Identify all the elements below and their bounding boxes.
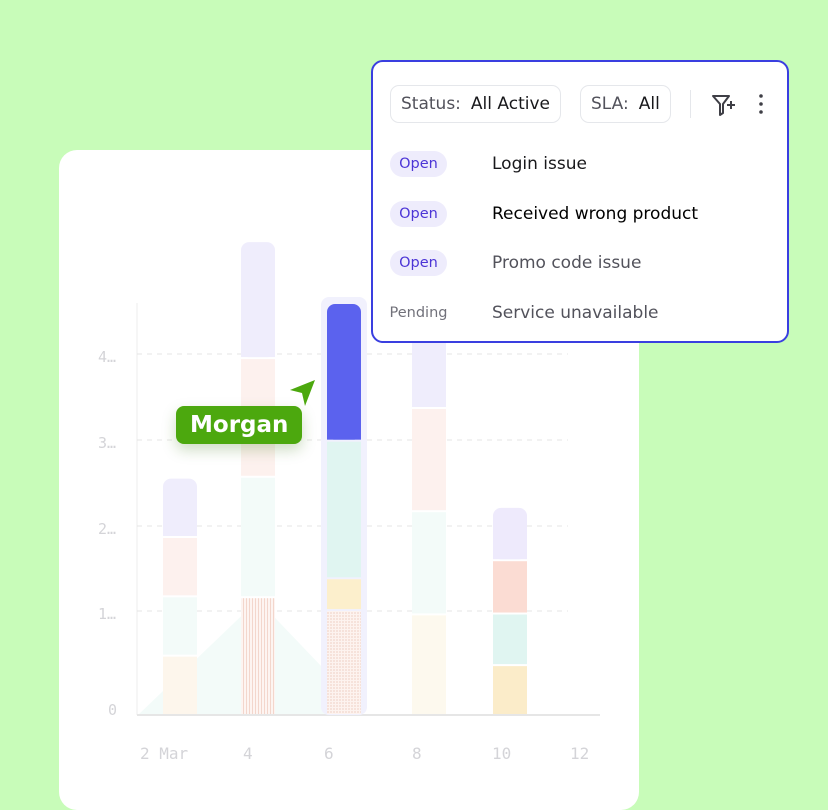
filter-plus-icon[interactable] [711, 92, 737, 118]
x-tick-label: 10 [492, 744, 511, 763]
x-tick-label: 6 [324, 744, 334, 763]
bar-segment [327, 611, 361, 714]
bar-segment-fill [163, 488, 197, 536]
more-vertical-icon[interactable] [755, 92, 767, 116]
y-tick-label: 1… [98, 605, 116, 623]
bar-segment [163, 597, 197, 655]
bar-segment [163, 656, 197, 714]
sla-filter-label: SLA: [591, 94, 629, 114]
bar-segment [493, 561, 527, 613]
ticket-row[interactable]: Pending Service unavailable [389, 299, 659, 327]
bar-segment-fill [493, 517, 527, 560]
sla-filter[interactable]: SLA: All [580, 85, 671, 123]
bar-segment [327, 441, 361, 578]
filter-panel: Status: All Active SLA: All Open Login is… [371, 60, 789, 343]
bar-segment [493, 614, 527, 665]
ticket-title: Received wrong product [492, 204, 699, 224]
ticket-row[interactable]: Open Received wrong product [390, 200, 698, 228]
bar-segment-fill [327, 314, 361, 440]
ticket-title: Service unavailable [492, 303, 659, 323]
ticket-title: Promo code issue [492, 253, 642, 273]
bar-segment [327, 579, 361, 610]
status-filter[interactable]: Status: All Active [390, 85, 561, 123]
bar-segment [493, 666, 527, 714]
y-tick-label: 2… [98, 520, 116, 538]
bar-segment [241, 477, 275, 597]
bar-segment-fill [241, 252, 275, 358]
ticket-row[interactable]: Open Promo code issue [390, 249, 641, 277]
sla-filter-value: All [638, 94, 660, 114]
status-badge: Open [390, 151, 447, 177]
user-tooltip: Morgan [176, 406, 303, 444]
y-tick-label: 4… [98, 348, 116, 366]
status-badge: Pending [389, 305, 448, 321]
status-badge: Open [390, 201, 447, 227]
bar-8[interactable] [412, 327, 446, 714]
bar-segment [412, 512, 446, 614]
cursor-arrow-icon [290, 380, 315, 406]
bar-segment [412, 615, 446, 714]
stacked-bar-chart: 0 1… 2… 3… 4… 2 Mar 4 6 8 10 12 [98, 242, 600, 763]
x-tick-label: 8 [412, 744, 422, 763]
divider [690, 90, 691, 118]
bar-segment [163, 537, 197, 596]
y-tick-label: 3… [98, 434, 116, 452]
bar-10[interactable] [493, 507, 527, 714]
y-tick-label: 0 [108, 701, 117, 719]
bar-4[interactable] [241, 242, 275, 714]
bar-2-mar[interactable] [163, 478, 197, 714]
bar-segment-fill [412, 337, 446, 407]
status-filter-value: All Active [470, 94, 550, 114]
ticket-row[interactable]: Open Login issue [390, 150, 587, 178]
ticket-title: Login issue [492, 154, 587, 174]
status-filter-label: Status: [401, 94, 461, 114]
bar-segment [412, 408, 446, 511]
bar-segment [241, 598, 275, 714]
bar-6[interactable] [321, 297, 367, 715]
x-tick-label: 12 [570, 744, 589, 763]
x-tick-label: 4 [243, 744, 253, 763]
status-badge: Open [390, 250, 447, 276]
x-tick-label: 2 Mar [140, 744, 189, 763]
